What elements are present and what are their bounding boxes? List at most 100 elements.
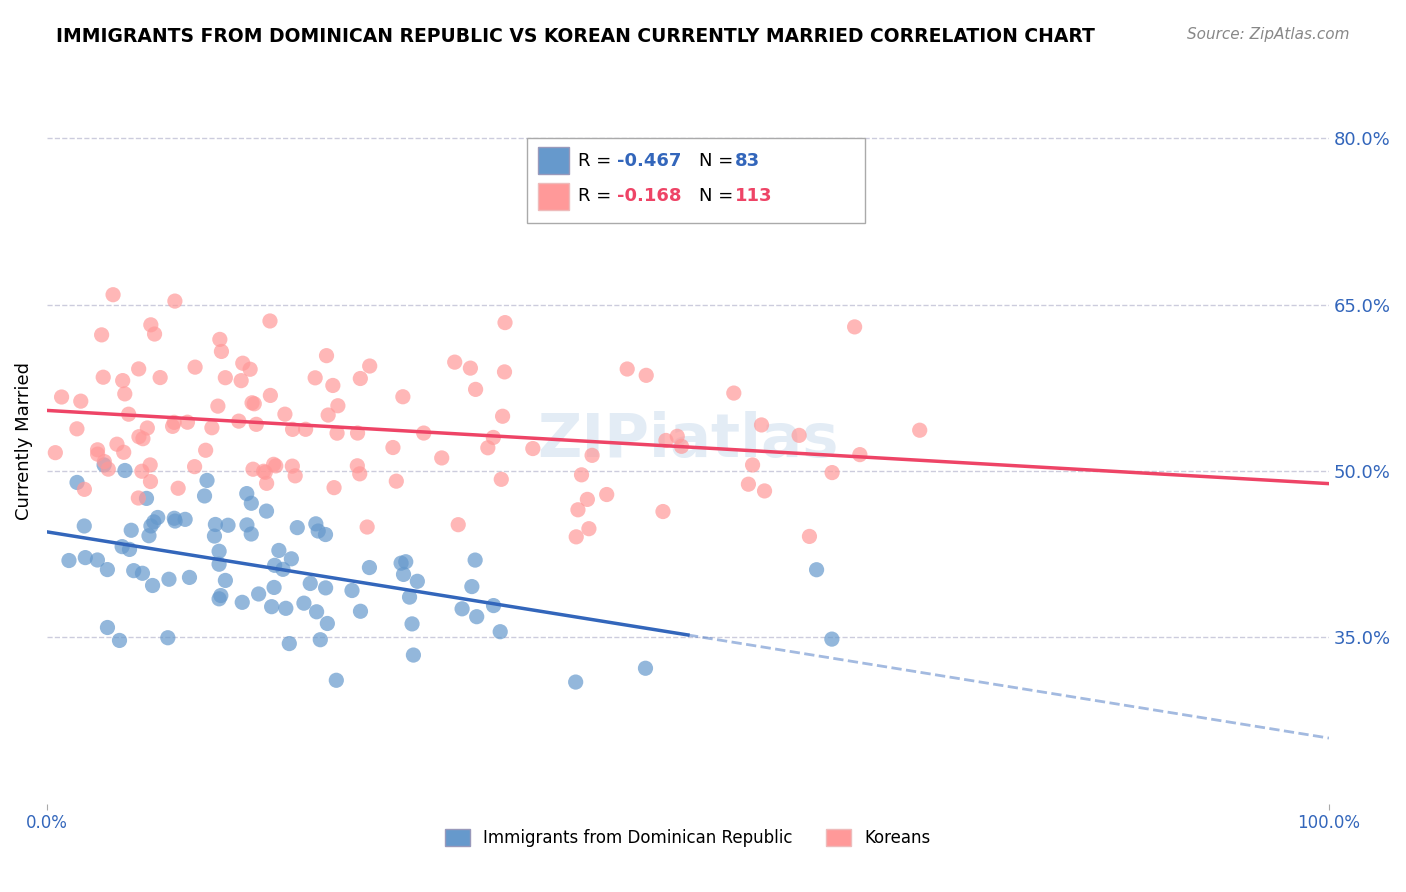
Point (806, 563, 828, 577)
Point (596, 487, 619, 501)
Point (482, 430, 505, 444)
Text: ZIPiatlas: ZIPiatlas (537, 411, 839, 470)
Point (315, 581, 337, 595)
Point (359, 359, 381, 373)
Point (464, 553, 486, 567)
Point (908, 423, 931, 437)
Point (163, 416, 186, 430)
Point (349, 371, 371, 385)
Point (75, 550, 97, 565)
Point (576, 492, 599, 507)
Point (204, 517, 226, 532)
Point (236, 517, 259, 532)
Point (97, 462, 120, 476)
Y-axis label: Currently Married: Currently Married (15, 361, 32, 519)
Point (741, 458, 763, 472)
Point (278, 636, 301, 650)
Point (44, 445, 66, 459)
Point (323, 481, 346, 495)
Point (460, 361, 482, 376)
Point (73, 483, 96, 497)
Point (461, 580, 484, 594)
Point (86, 553, 108, 567)
Point (240, 527, 263, 541)
Point (165, 514, 187, 528)
Point (402, 648, 425, 662)
Point (315, 349, 337, 363)
Point (131, 566, 153, 581)
Point (139, 458, 162, 472)
Point (464, 383, 486, 397)
Point (86, 442, 108, 457)
Point (356, 520, 378, 534)
Point (209, 344, 232, 359)
Point (389, 556, 412, 570)
Point (245, 417, 267, 432)
Point (787, 428, 810, 442)
Point (163, 511, 186, 525)
Point (93, 458, 115, 472)
Point (285, 520, 308, 534)
Point (128, 430, 150, 444)
Point (208, 544, 231, 558)
Point (142, 515, 165, 529)
Point (844, 319, 866, 334)
Point (131, 464, 153, 478)
Point (655, 434, 678, 448)
Point (346, 458, 368, 473)
Point (392, 567, 415, 582)
Point (105, 437, 128, 451)
Point (247, 587, 270, 601)
Point (263, 558, 285, 573)
Point (281, 422, 304, 436)
Point (494, 365, 516, 379)
Point (443, 355, 465, 369)
Point (143, 326, 166, 341)
Text: 113: 113 (735, 187, 773, 205)
Point (564, 675, 586, 690)
Text: IMMIGRANTS FROM DOMINICAN REPUBLIC VS KOREAN CURRENTLY MARRIED CORRELATION CHART: IMMIGRANTS FROM DOMINICAN REPUBLIC VS KO… (56, 27, 1095, 45)
Point (90, 327, 112, 342)
Point (162, 419, 184, 434)
Point (135, 491, 157, 506)
Point (267, 543, 290, 558)
Point (112, 445, 135, 459)
Point (132, 432, 155, 446)
Point (128, 362, 150, 376)
Point (208, 332, 231, 346)
Point (96, 563, 118, 577)
Point (256, 504, 278, 518)
Point (849, 448, 872, 462)
Point (491, 472, 513, 486)
Point (122, 564, 145, 578)
Text: N =: N = (699, 187, 738, 205)
Point (451, 602, 474, 616)
Point (259, 388, 281, 402)
Legend: Immigrants from Dominican Republic, Koreans: Immigrants from Dominican Republic, Kore… (439, 822, 938, 854)
Point (821, 632, 844, 646)
Point (571, 467, 593, 482)
Point (489, 624, 512, 639)
Point (799, 529, 821, 543)
Point (346, 425, 368, 440)
Point (232, 356, 254, 370)
Point (412, 425, 434, 440)
Point (392, 390, 415, 404)
Text: Source: ZipAtlas.com: Source: ZipAtlas.com (1187, 27, 1350, 42)
Point (136, 421, 159, 435)
Point (139, 475, 162, 489)
Point (179, 570, 201, 584)
Point (522, 442, 544, 456)
Point (491, 409, 513, 424)
Point (671, 439, 693, 453)
Point (86, 447, 108, 461)
Point (315, 527, 337, 541)
Point (194, 443, 217, 458)
Point (754, 483, 776, 498)
Point (174, 512, 197, 526)
Point (477, 441, 499, 455)
Point (58, 553, 80, 567)
Point (349, 604, 371, 618)
Point (114, 387, 136, 401)
Point (117, 407, 139, 421)
